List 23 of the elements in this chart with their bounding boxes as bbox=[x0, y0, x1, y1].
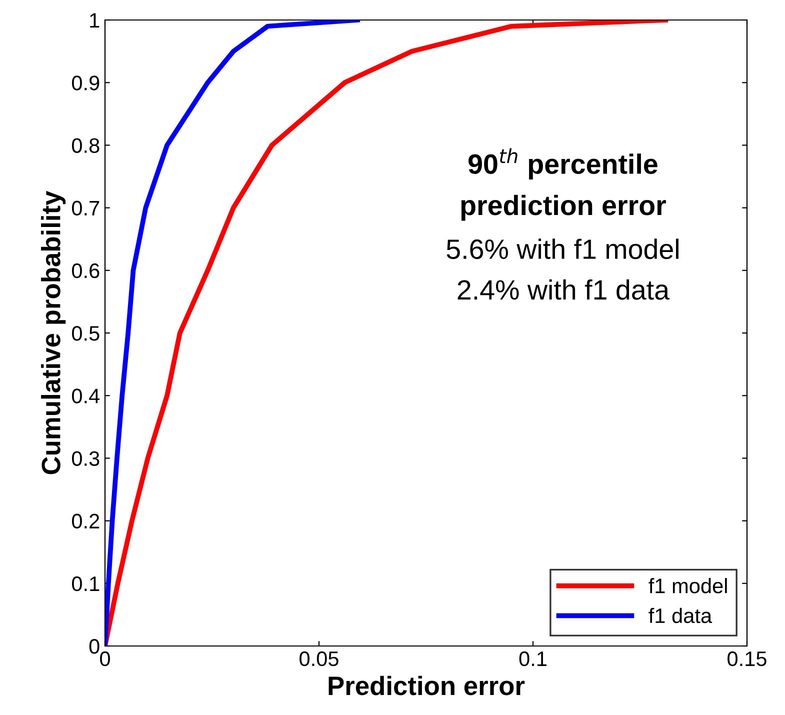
annotation: 5.6% with f1 model bbox=[446, 238, 678, 260]
annotation: prediction error bbox=[461, 194, 666, 221]
x-tick-label: 0.1 bbox=[519, 651, 546, 666]
y-tick-label: 1 bbox=[90, 13, 100, 28]
y-tick-label: 0.3 bbox=[72, 451, 100, 466]
annotation: 90$^{th}$ percentile bbox=[468, 148, 658, 180]
y-axis-title: Cumulative probability bbox=[41, 190, 66, 474]
y-tick-label: 0 bbox=[89, 639, 100, 654]
y-tick-label: 0.5 bbox=[72, 326, 100, 341]
y-tick-label: 0.8 bbox=[72, 138, 100, 153]
y-tick-label: 0.9 bbox=[72, 76, 100, 90]
y-tick-label: 0.2 bbox=[72, 514, 100, 529]
legend-label: f1 model bbox=[648, 578, 727, 594]
x-tick-label: 0.05 bbox=[300, 651, 338, 666]
annotation: 2.4% with f1 data bbox=[458, 279, 670, 300]
y-tick-label: 0.4 bbox=[72, 388, 100, 404]
x-tick-label: 0.15 bbox=[728, 651, 766, 666]
y-tick-label: 0.7 bbox=[72, 200, 100, 216]
x-axis-title: Prediction error bbox=[328, 676, 525, 696]
y-tick-label: 0.1 bbox=[72, 576, 100, 592]
y-tick-label: 0.6 bbox=[72, 263, 100, 278]
x-tick-label: 0 bbox=[100, 651, 110, 666]
legend-label: f1 data bbox=[648, 608, 712, 624]
